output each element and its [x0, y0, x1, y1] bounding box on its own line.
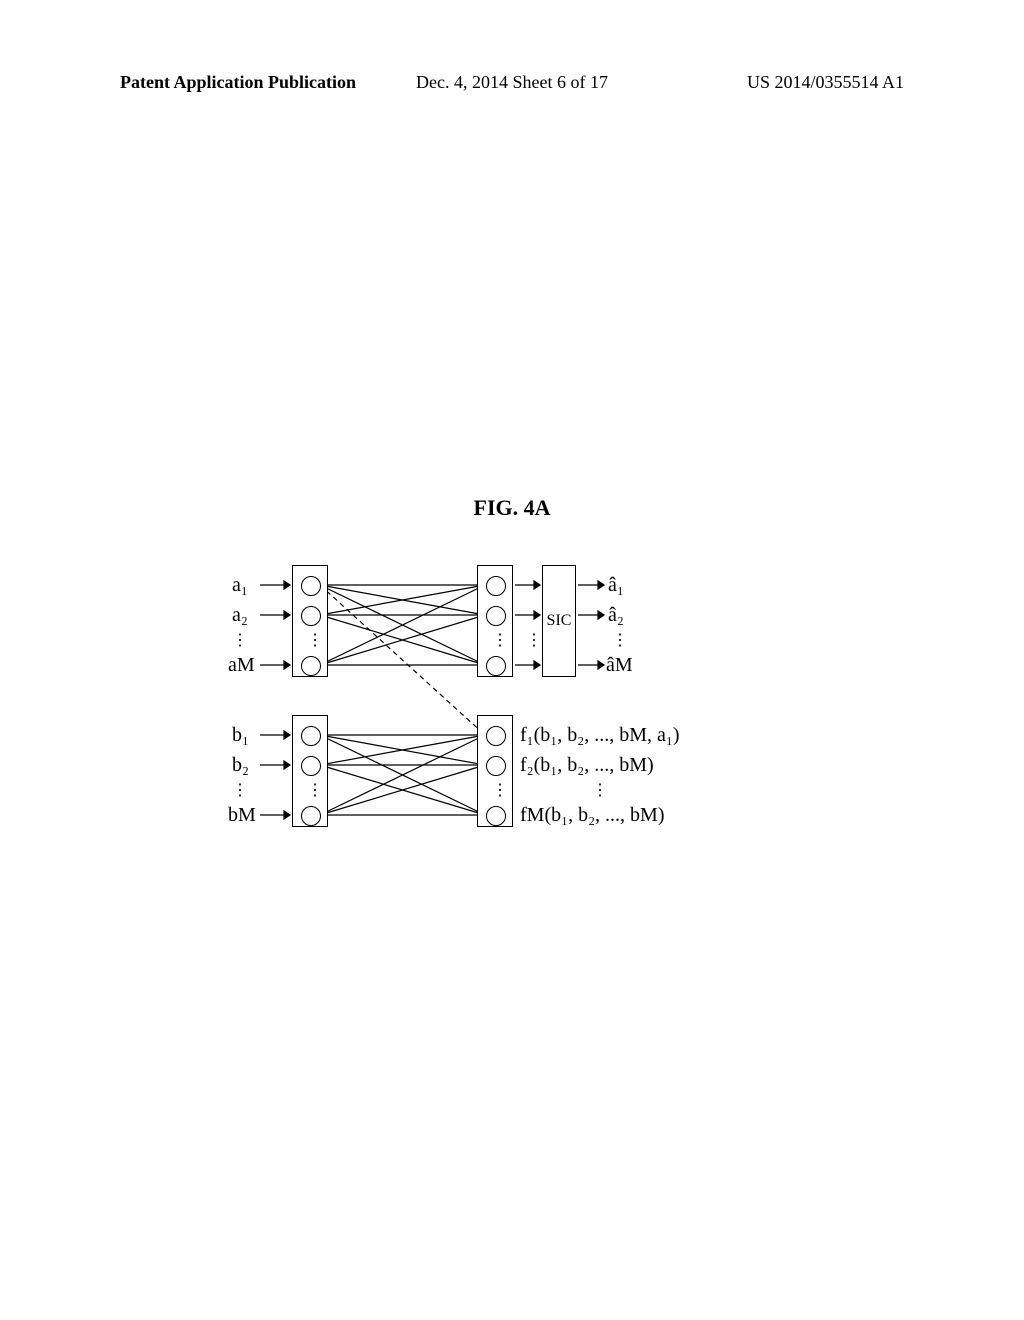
figure-diagram: a₁ a₂ ⋮ aM b₁ b₂ ⋮ bM ⋮ ⋮ ⋮ SIC â₁ â₂ ⋮ … [232, 560, 792, 850]
vdots-a-in: ⋮ [232, 630, 248, 650]
antenna-icon [486, 606, 506, 626]
vdots-b-in: ⋮ [232, 780, 248, 800]
rx-box-b: ⋮ [477, 715, 513, 827]
label-ahat2: â₂ [608, 604, 624, 627]
vdots-f: ⋮ [592, 780, 608, 800]
vdots-icon: ⋮ [526, 630, 542, 650]
label-a1: a₁ [232, 574, 248, 597]
antenna-icon [486, 806, 506, 826]
antenna-icon [486, 656, 506, 676]
header-center: Dec. 4, 2014 Sheet 6 of 17 [416, 72, 608, 93]
antenna-icon [301, 806, 321, 826]
vdots-icon: ⋮ [492, 780, 508, 800]
tx-box-b: ⋮ [292, 715, 328, 827]
label-ahat1: â₁ [608, 574, 624, 597]
header-left: Patent Application Publication [120, 72, 356, 93]
antenna-icon [301, 726, 321, 746]
sic-label: SIC [547, 612, 572, 630]
vdots-ahat: ⋮ [612, 630, 628, 650]
label-b1: b₁ [232, 724, 249, 747]
antenna-icon [301, 656, 321, 676]
tx-box-a: ⋮ [292, 565, 328, 677]
sic-box: SIC [542, 565, 576, 677]
vdots-icon: ⋮ [492, 630, 508, 650]
figure-title: FIG. 4A [474, 495, 551, 521]
label-b2: b₂ [232, 754, 249, 777]
vdots-icon: ⋮ [307, 630, 323, 650]
antenna-icon [301, 756, 321, 776]
rx-box-a: ⋮ [477, 565, 513, 677]
antenna-icon [486, 726, 506, 746]
label-fM: fM(b₁, b₂, ..., bM) [520, 804, 665, 827]
label-ahatM: âM [606, 654, 633, 677]
antenna-icon [301, 576, 321, 596]
header-right: US 2014/0355514 A1 [747, 72, 904, 93]
label-f2: f₂(b₁, b₂, ..., bM) [520, 754, 654, 777]
antenna-icon [486, 756, 506, 776]
label-f1: f₁(b₁, b₂, ..., bM, a₁) [520, 724, 680, 747]
antenna-icon [301, 606, 321, 626]
label-a2: a₂ [232, 604, 248, 627]
label-aM: aM [228, 654, 255, 677]
label-bM: bM [228, 804, 256, 827]
vdots-icon: ⋮ [307, 780, 323, 800]
page-header: Patent Application Publication Dec. 4, 2… [0, 72, 1024, 93]
antenna-icon [486, 576, 506, 596]
